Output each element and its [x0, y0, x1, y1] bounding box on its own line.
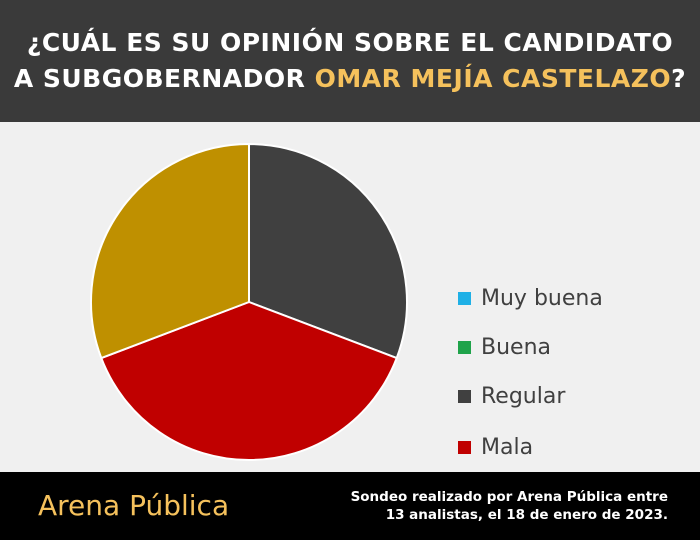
legend-label: Mala [481, 435, 534, 460]
candidate-name: OMAR MEJÍA CASTELAZO [314, 64, 672, 93]
legend-item: Buena [458, 335, 551, 360]
pie-slice-regular [248, 142, 408, 360]
legend-label: Regular [481, 384, 566, 409]
header-banner: ¿CUÁL ES SU OPINIÓN SOBRE EL CANDIDATO A… [0, 0, 700, 122]
pie-chart [90, 142, 408, 461]
legend-swatch [458, 292, 471, 305]
pie-slice-no-conoce [90, 142, 250, 360]
legend-item: Regular [458, 384, 565, 409]
footer: Arena Pública Sondeo realizado por Arena… [0, 472, 700, 540]
legend-label: Buena [481, 335, 551, 360]
source-note: Sondeo realizado por Arena Pública entre… [348, 488, 668, 524]
legend-swatch [458, 390, 471, 403]
legend-label: Muy buena [481, 286, 603, 311]
source-line-2: 13 analistas, el 18 de enero de 2023. [385, 507, 668, 523]
brand-logo: Arena Pública [38, 489, 230, 522]
pie-slice-mala [99, 300, 399, 461]
chart-area: Muy buenaBuenaRegularMalaNo conoce [0, 122, 700, 509]
legend-item: Mala [458, 435, 533, 460]
title-line-1: ¿CUÁL ES SU OPINIÓN SOBRE EL CANDIDATO [26, 28, 674, 57]
title-line-2-prefix: A SUBGOBERNADOR [13, 64, 315, 93]
legend-swatch [458, 341, 471, 354]
source-line-1: Sondeo realizado por Arena Pública entre [350, 489, 668, 505]
title-line-2: A SUBGOBERNADOR OMAR MEJÍA CASTELAZO? [14, 61, 686, 97]
title-line-2-suffix: ? [671, 64, 687, 93]
legend-item: Muy buena [458, 286, 603, 311]
legend-swatch [458, 441, 471, 454]
